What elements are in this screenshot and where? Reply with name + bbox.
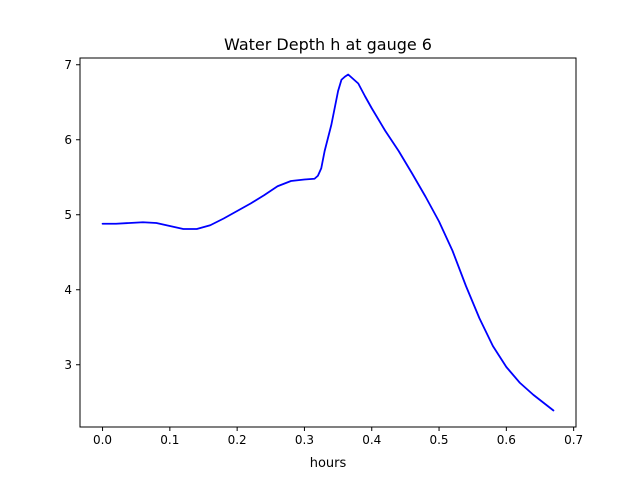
y-tick-label: 3: [64, 358, 72, 372]
x-tick-label: 0.1: [160, 433, 179, 447]
water-depth-series-line: [101, 73, 555, 412]
plot-frame: [79, 57, 577, 428]
x-tick-label: 0.0: [93, 433, 112, 447]
x-tick-label: 0.3: [295, 433, 314, 447]
x-axis-label: hours: [310, 456, 347, 471]
y-tick-label: 5: [64, 208, 72, 222]
x-tick-label: 0.4: [362, 433, 381, 447]
x-tick-label: 0.5: [429, 433, 448, 447]
x-tick-label: 0.2: [228, 433, 247, 447]
y-tick-label: 7: [64, 58, 72, 72]
axes-layer: 0.0 0.1 0.2 0.3 0.4 0.5 0.6 0.7 3 4 5 6 7: [64, 58, 583, 447]
x-tick-label: 0.6: [497, 433, 516, 447]
x-tick-label: 0.7: [564, 433, 583, 447]
y-tick-label: 6: [64, 133, 72, 147]
y-tick-label: 4: [64, 283, 72, 297]
chart-title: Water Depth h at gauge 6: [224, 35, 432, 54]
series-layer: [101, 73, 555, 412]
